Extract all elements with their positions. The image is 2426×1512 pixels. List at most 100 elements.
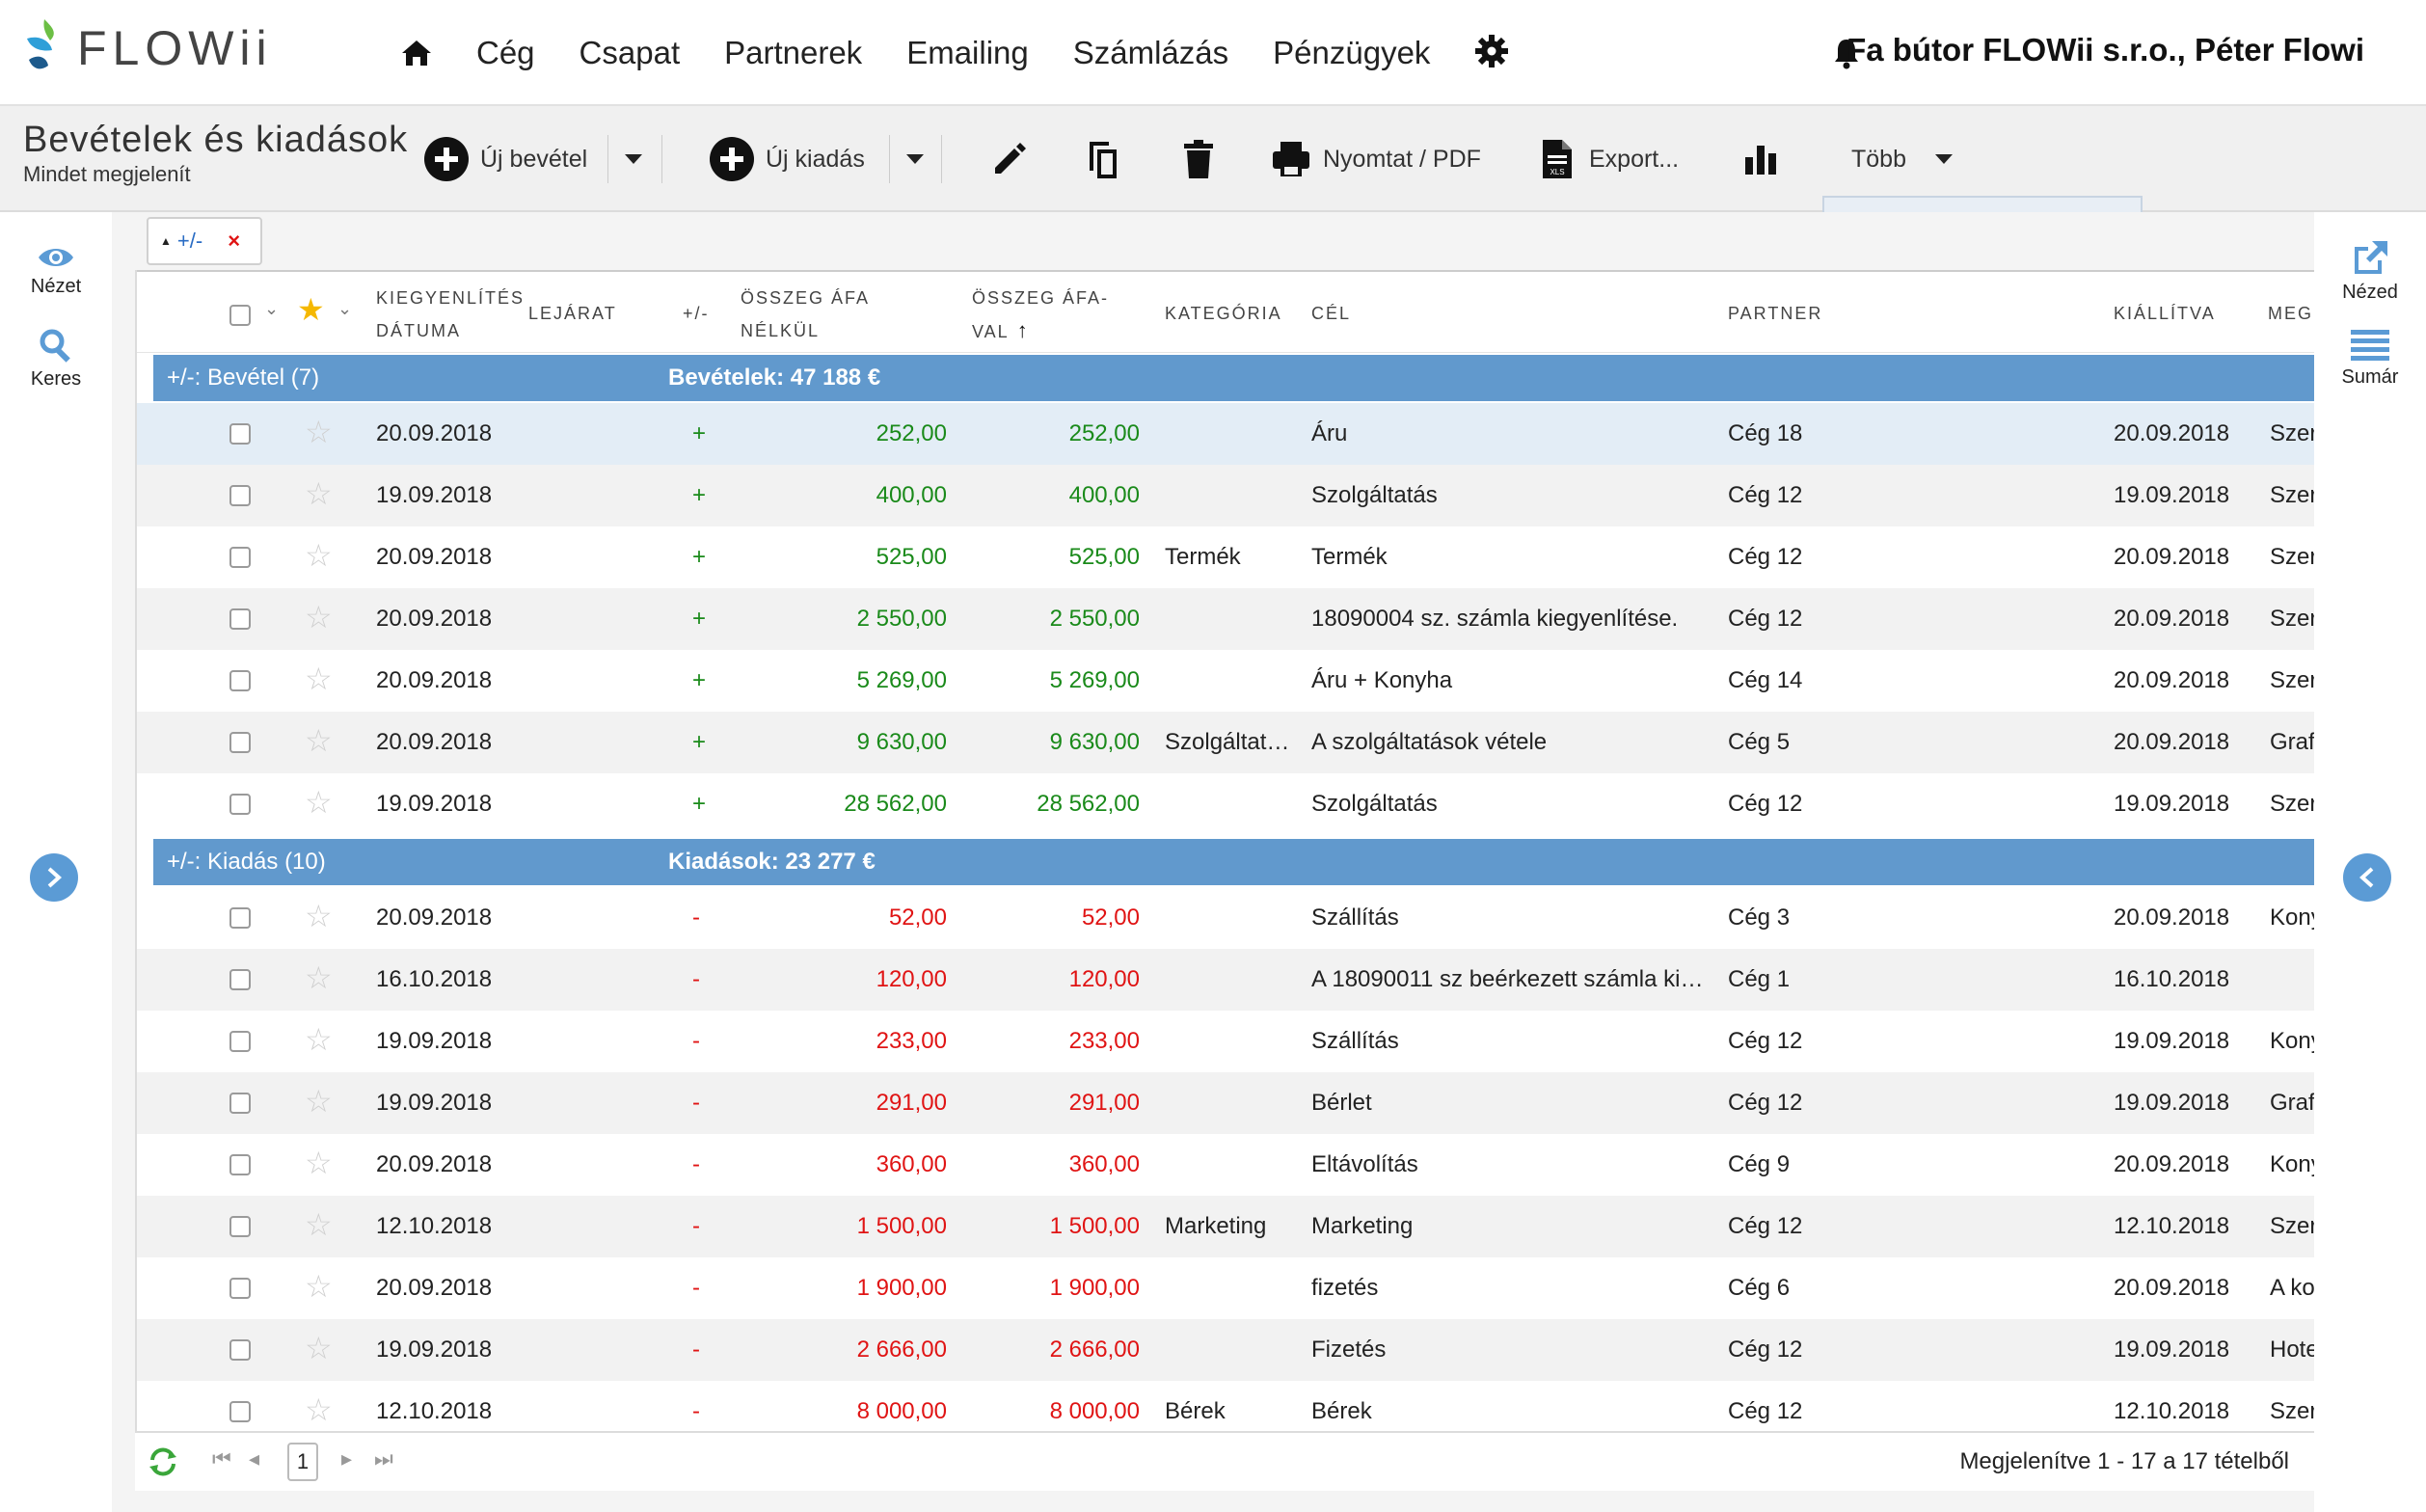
page-number-input[interactable]: 1 <box>287 1443 318 1481</box>
row-checkbox[interactable] <box>229 1154 251 1175</box>
star-icon[interactable]: ☆ <box>305 1146 333 1180</box>
gear-icon[interactable] <box>1474 34 1513 72</box>
open-view-button[interactable]: Nézed <box>2314 239 2426 304</box>
star-icon[interactable]: ☆ <box>305 1022 333 1057</box>
star-icon[interactable]: ☆ <box>305 1331 333 1365</box>
new-expense-dropdown-button[interactable] <box>906 106 924 212</box>
company-user-name[interactable]: Fa bútor FLOWii s.r.o., Péter Flowi <box>1846 32 2364 68</box>
star-icon[interactable]: ☆ <box>305 899 333 933</box>
column-header-due[interactable]: LEJÁRAT <box>528 304 617 323</box>
star-icon[interactable]: ☆ <box>305 785 333 820</box>
table-row[interactable]: ☆ 16.10.2018 - 120,00 120,00 A 18090011 sz be… <box>137 949 2314 1011</box>
nav-item-penzugyek[interactable]: Pénzügyek <box>1273 35 1431 70</box>
nav-item-ceg[interactable]: Cég <box>476 35 535 70</box>
new-expense-button[interactable]: Új kiadás <box>710 106 865 212</box>
star-icon[interactable]: ☆ <box>305 476 333 511</box>
column-header-settle-date[interactable]: KIEGYENLÍTÉS DÁTUMA <box>376 282 525 347</box>
table-row[interactable]: ☆ 12.10.2018 - 8 000,00 8 000,00 Bérek Bérek Cé… <box>137 1381 2314 1431</box>
chevron-down-icon[interactable]: ⌄ <box>337 299 353 318</box>
table-row[interactable]: ☆ 19.09.2018 - 2 666,00 2 666,00 Fizetés Cég 1… <box>137 1319 2314 1381</box>
delete-button[interactable] <box>1182 106 1215 212</box>
row-checkbox[interactable] <box>229 1216 251 1237</box>
row-checkbox[interactable] <box>229 1401 251 1422</box>
table-row[interactable]: ☆ 12.10.2018 - 1 500,00 1 500,00 Marketing Mar… <box>137 1196 2314 1257</box>
new-income-button[interactable]: Új bevétel <box>424 106 587 212</box>
row-checkbox[interactable] <box>229 732 251 753</box>
column-header-issued[interactable]: KIÁLLÍTVA <box>2114 304 2216 323</box>
row-checkbox[interactable] <box>229 1339 251 1361</box>
column-header-partner[interactable]: PARTNER <box>1728 304 1823 323</box>
view-button[interactable]: Nézet <box>0 245 112 298</box>
table-row[interactable]: ☆ 19.09.2018 - 291,00 291,00 Bérlet Cég 12 19.0… <box>137 1072 2314 1134</box>
star-icon[interactable]: ☆ <box>305 1084 333 1119</box>
star-icon[interactable]: ☆ <box>305 662 333 696</box>
star-icon[interactable]: ☆ <box>305 960 333 995</box>
column-header-net[interactable]: ÖSSZEG ÁFA NÉLKÜL <box>741 282 870 347</box>
table-row[interactable]: ☆ 20.09.2018 +2 550,00 2 550,00 18090004 sz.… <box>137 588 2314 650</box>
table-row[interactable]: ☆ 19.09.2018 +400,00 400,00 Szolgáltatás Cég … <box>137 465 2314 526</box>
export-button[interactable]: XLS Export... <box>1541 106 1679 212</box>
star-icon[interactable]: ☆ <box>305 1392 333 1427</box>
column-header-more[interactable]: MEG <box>2268 304 2310 323</box>
collapse-sidebar-button[interactable] <box>2343 853 2391 902</box>
table-row[interactable]: ☆ 20.09.2018 +252,00 252,00 Áru Cég 18 20.09.2… <box>137 403 2314 465</box>
table-row[interactable]: ☆ 20.09.2018 - 52,00 52,00 Szállítás Cég 3 20.0… <box>137 887 2314 949</box>
row-checkbox[interactable] <box>229 547 251 568</box>
row-checkbox[interactable] <box>229 485 251 506</box>
row-checkbox[interactable] <box>229 423 251 445</box>
table-row[interactable]: ☆ 20.09.2018 +5 269,00 5 269,00 Áru + Konyha… <box>137 650 2314 712</box>
nav-item-csapat[interactable]: Csapat <box>579 35 681 70</box>
edit-button[interactable] <box>991 106 1028 212</box>
star-icon[interactable]: ☆ <box>305 1207 333 1242</box>
chart-button[interactable] <box>1743 106 1778 212</box>
last-page-icon[interactable]: ⏭ <box>374 1446 393 1471</box>
column-header-category[interactable]: KATEGÓRIA <box>1165 304 1282 323</box>
star-icon[interactable]: ☆ <box>305 415 333 449</box>
search-button[interactable]: Keres <box>0 328 112 391</box>
star-icon[interactable]: ☆ <box>305 538 333 573</box>
page-subtitle[interactable]: Mindet megjelenít <box>23 162 191 186</box>
expand-sidebar-button[interactable] <box>30 853 78 902</box>
new-income-dropdown-button[interactable] <box>625 106 642 212</box>
star-icon[interactable]: ★ <box>297 292 325 327</box>
table-row[interactable]: ☆ 19.09.2018 - 233,00 233,00 Szállítás Cég 12 1… <box>137 1011 2314 1072</box>
nav-item-szamlazas[interactable]: Számlázás <box>1072 35 1229 70</box>
group-header[interactable]: +/-: Bevétel (7) Bevételek: 47 188 € <box>153 355 2314 401</box>
nav-item-emailing[interactable]: Emailing <box>906 35 1029 70</box>
row-checkbox[interactable] <box>229 1278 251 1299</box>
row-checkbox[interactable] <box>229 1031 251 1052</box>
star-icon[interactable]: ☆ <box>305 600 333 634</box>
chevron-down-icon[interactable]: ⌄ <box>264 299 280 318</box>
nav-item-partnerek[interactable]: Partnerek <box>724 35 863 70</box>
copy-button[interactable] <box>1086 106 1120 212</box>
next-page-icon[interactable]: ▸ <box>341 1446 353 1471</box>
filter-chip[interactable]: ▲ +/- × <box>147 217 262 265</box>
print-pdf-button[interactable]: Nyomtat / PDF <box>1271 106 1481 212</box>
row-checkbox[interactable] <box>229 969 251 990</box>
row-checkbox[interactable] <box>229 1093 251 1114</box>
close-icon[interactable]: × <box>228 229 241 253</box>
table-row[interactable]: ☆ 20.09.2018 - 1 900,00 1 900,00 fizetés Cég 6… <box>137 1257 2314 1319</box>
select-all-checkbox[interactable] <box>229 305 251 326</box>
table-row[interactable]: ☆ 20.09.2018 - 360,00 360,00 Eltávolítás Cég 9… <box>137 1134 2314 1196</box>
star-icon[interactable]: ☆ <box>305 1269 333 1304</box>
row-checkbox[interactable] <box>229 907 251 929</box>
row-checkbox[interactable] <box>229 608 251 630</box>
logo[interactable]: FLOWii <box>23 17 273 79</box>
column-header-gross[interactable]: ÖSSZEG ÁFA- VAL ↑ <box>972 282 1109 348</box>
prev-page-icon[interactable]: ◂ <box>249 1446 260 1471</box>
more-button[interactable]: Több <box>1851 106 1953 212</box>
row-checkbox[interactable] <box>229 670 251 691</box>
summary-button[interactable]: Sumár <box>2314 328 2426 389</box>
table-row[interactable]: ☆ 20.09.2018 +9 630,00 9 630,00 Szolgáltat… A… <box>137 712 2314 773</box>
bell-icon[interactable] <box>1832 37 1867 71</box>
column-header-sign[interactable]: +/- <box>683 304 710 323</box>
table-row[interactable]: ☆ 20.09.2018 +525,00 525,00 Termék Termék Cég … <box>137 526 2314 588</box>
star-icon[interactable]: ☆ <box>305 723 333 758</box>
group-header[interactable]: +/-: Kiadás (10) Kiadások: 23 277 € <box>153 839 2314 885</box>
row-checkbox[interactable] <box>229 794 251 815</box>
refresh-icon[interactable] <box>147 1446 179 1477</box>
home-icon[interactable] <box>395 32 438 74</box>
first-page-icon[interactable]: ⏮ <box>212 1446 231 1471</box>
column-header-goal[interactable]: CÉL <box>1311 304 1352 323</box>
